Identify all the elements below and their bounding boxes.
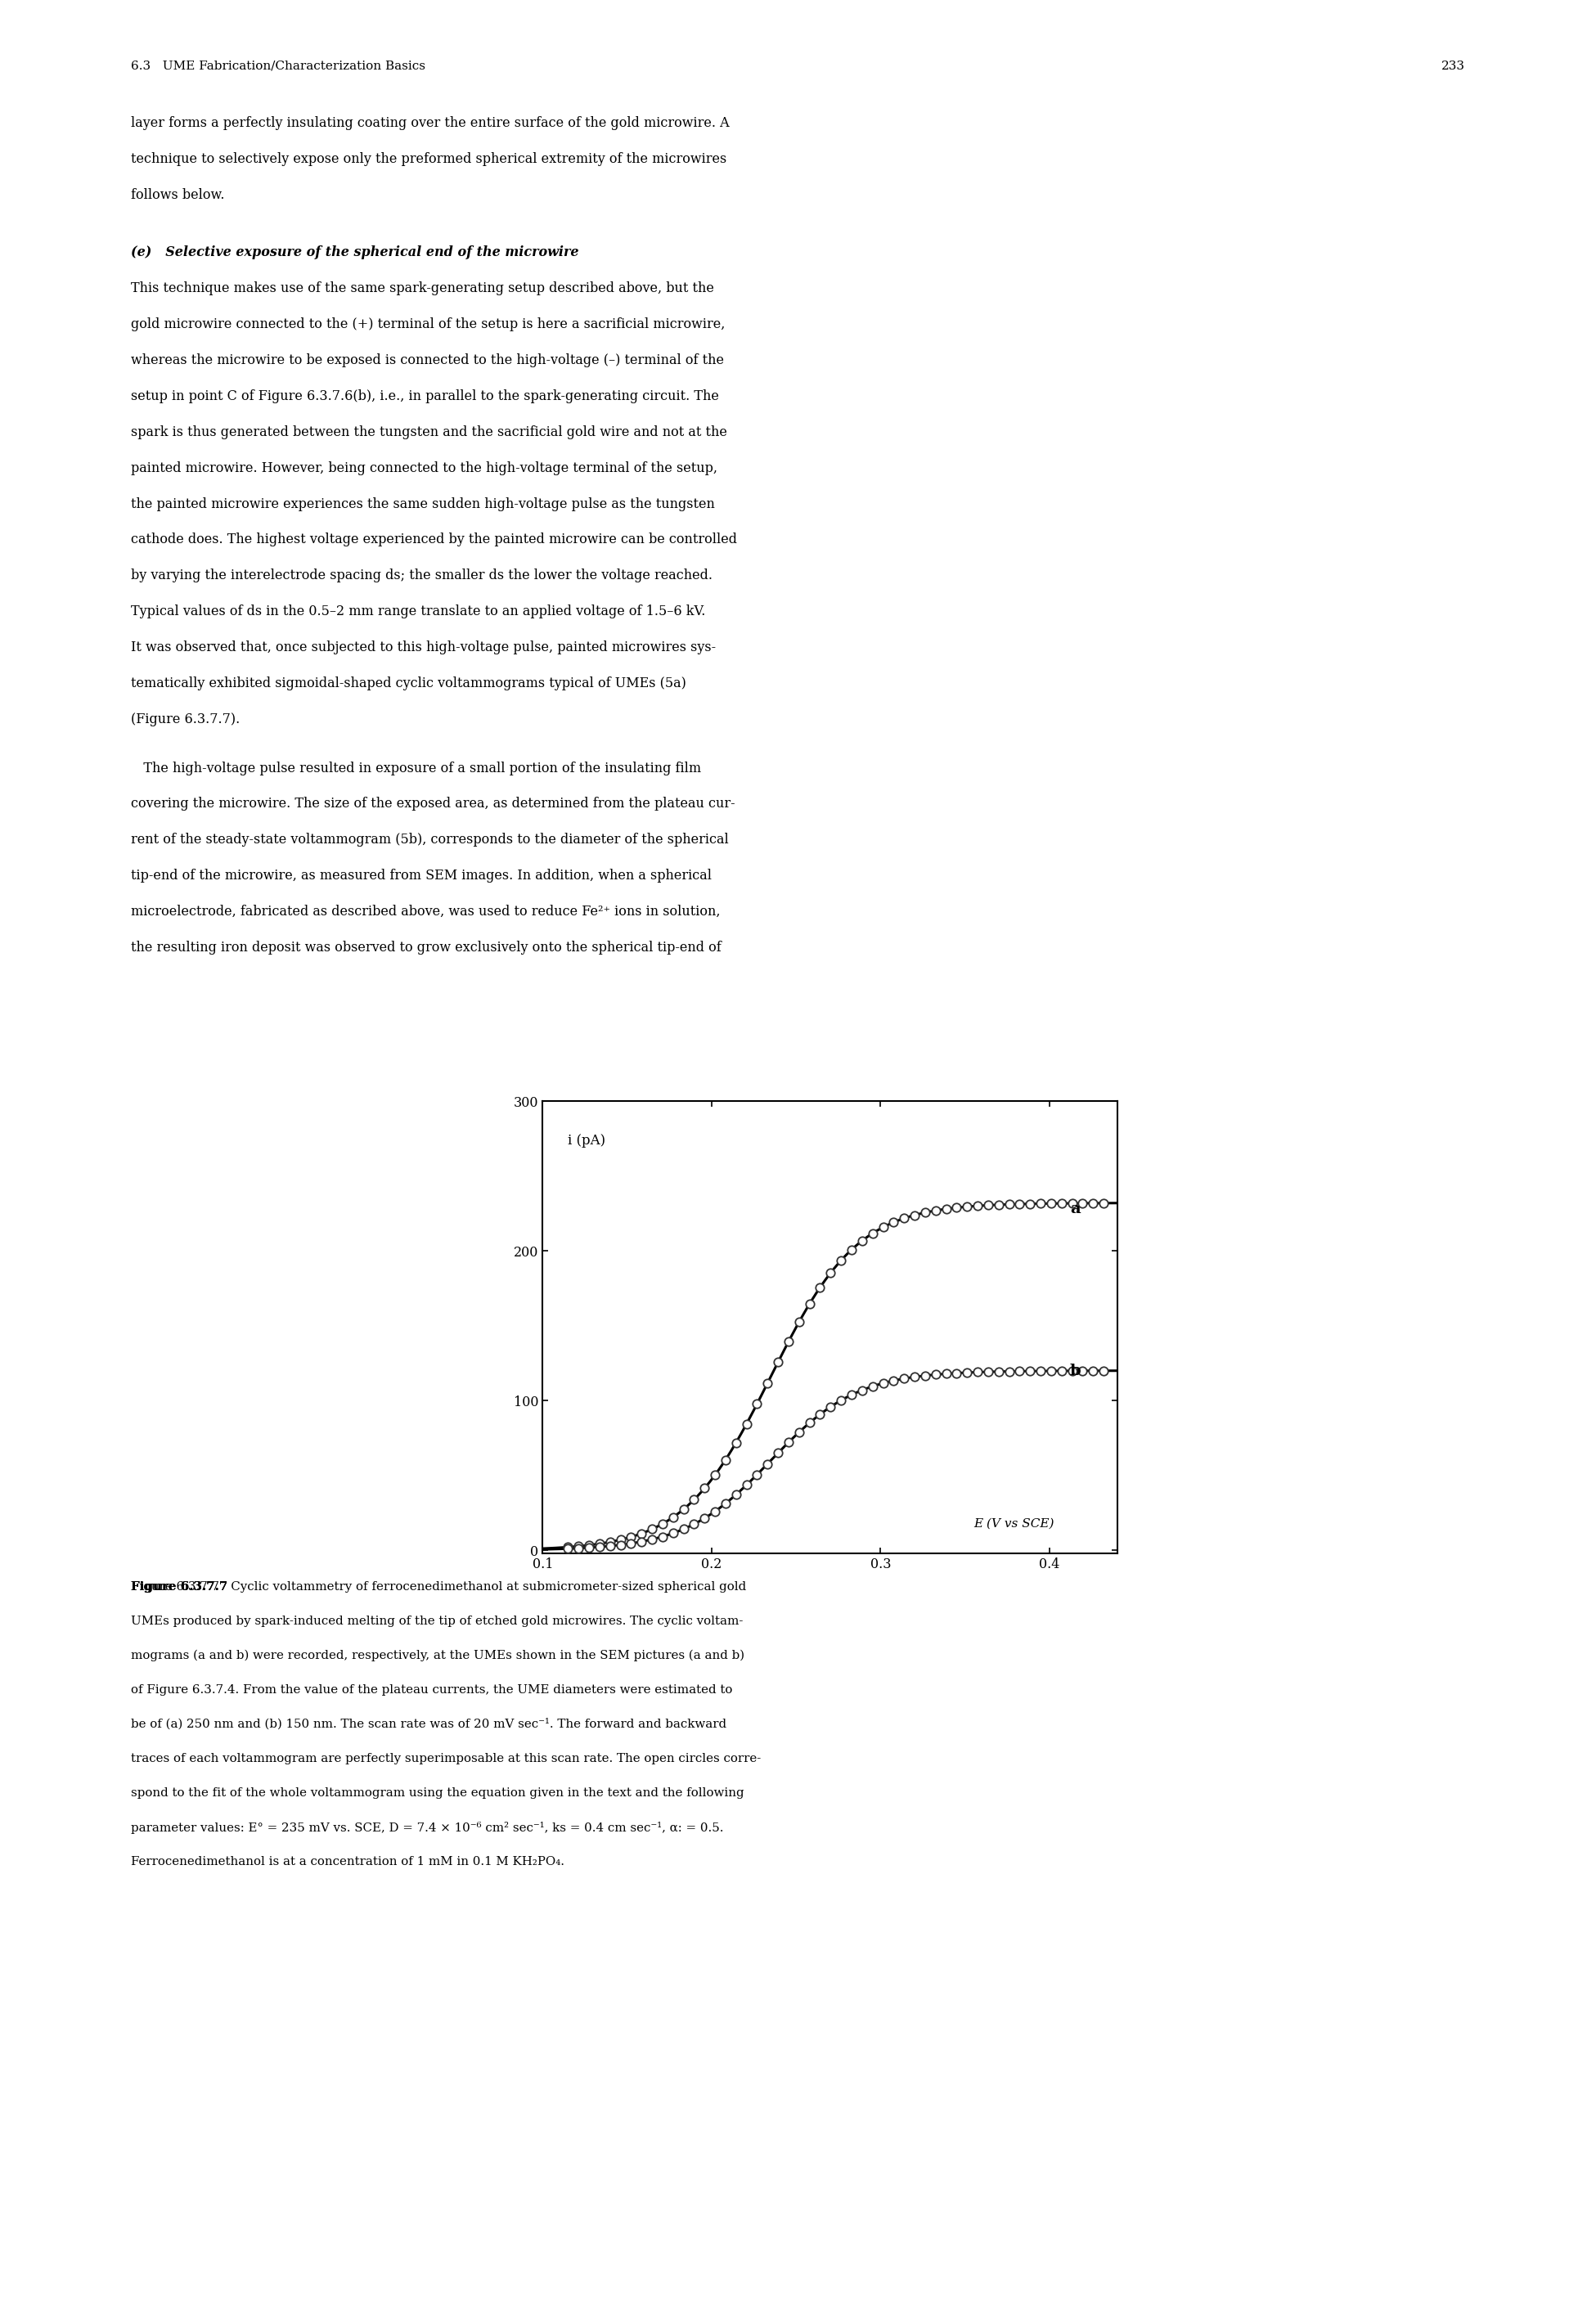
Text: follows below.: follows below. <box>131 188 225 202</box>
Text: spond to the fit of the whole voltammogram using the equation given in the text : spond to the fit of the whole voltammogr… <box>131 1788 744 1800</box>
Text: E (V vs SCE): E (V vs SCE) <box>974 1519 1053 1528</box>
Text: spark is thus generated between the tungsten and the sacrificial gold wire and n: spark is thus generated between the tung… <box>131 424 728 438</box>
Text: painted microwire. However, being connected to the high-voltage terminal of the : painted microwire. However, being connec… <box>131 461 718 475</box>
Text: mograms (a and b) were recorded, respectively, at the UMEs shown in the SEM pict: mograms (a and b) were recorded, respect… <box>131 1649 744 1663</box>
Text: b: b <box>1069 1364 1080 1377</box>
Text: be of (a) 250 nm and (b) 150 nm. The scan rate was of 20 mV sec⁻¹. The forward a: be of (a) 250 nm and (b) 150 nm. The sca… <box>131 1718 726 1730</box>
Text: rent of the steady-state voltammogram (5b), corresponds to the diameter of the s: rent of the steady-state voltammogram (5… <box>131 833 729 846</box>
Text: (e)   Selective exposure of the spherical end of the microwire: (e) Selective exposure of the spherical … <box>131 246 579 260</box>
Text: 233: 233 <box>1441 60 1465 72</box>
Text: whereas the microwire to be exposed is connected to the high-voltage (–) termina: whereas the microwire to be exposed is c… <box>131 352 725 366</box>
Text: This technique makes use of the same spark-generating setup described above, but: This technique makes use of the same spa… <box>131 281 713 295</box>
Text: Figure 6.3.7.7   Cyclic voltammetry of ferrocenedimethanol at submicrometer-size: Figure 6.3.7.7 Cyclic voltammetry of fer… <box>131 1582 747 1593</box>
Text: of Figure 6.3.7.4. From the value of the plateau currents, the UME diameters wer: of Figure 6.3.7.4. From the value of the… <box>131 1684 733 1695</box>
Text: covering the microwire. The size of the exposed area, as determined from the pla: covering the microwire. The size of the … <box>131 798 736 812</box>
Text: by varying the interelectrode spacing ds; the smaller ds the lower the voltage r: by varying the interelectrode spacing ds… <box>131 568 712 582</box>
Text: Ferrocenedimethanol is at a concentration of 1 mM in 0.1 M KH₂PO₄.: Ferrocenedimethanol is at a concentratio… <box>131 1855 565 1867</box>
Text: Typical values of ds in the 0.5–2 mm range translate to an applied voltage of 1.: Typical values of ds in the 0.5–2 mm ran… <box>131 605 705 619</box>
Text: Figure 6.3.7.7: Figure 6.3.7.7 <box>131 1582 228 1593</box>
Text: layer forms a perfectly insulating coating over the entire surface of the gold m: layer forms a perfectly insulating coati… <box>131 116 729 130</box>
Text: 6.3   UME Fabrication/Characterization Basics: 6.3 UME Fabrication/Characterization Bas… <box>131 60 426 72</box>
Text: microelectrode, fabricated as described above, was used to reduce Fe²⁺ ions in s: microelectrode, fabricated as described … <box>131 904 720 918</box>
Text: It was observed that, once subjected to this high-voltage pulse, painted microwi: It was observed that, once subjected to … <box>131 640 717 654</box>
Text: the painted microwire experiences the same sudden high-voltage pulse as the tung: the painted microwire experiences the sa… <box>131 496 715 510</box>
Text: i (pA): i (pA) <box>568 1134 606 1148</box>
Text: The high-voltage pulse resulted in exposure of a small portion of the insulating: The high-voltage pulse resulted in expos… <box>131 761 701 775</box>
Text: tematically exhibited sigmoidal-shaped cyclic voltammograms typical of UMEs (5a): tematically exhibited sigmoidal-shaped c… <box>131 677 686 691</box>
Text: cathode does. The highest voltage experienced by the painted microwire can be co: cathode does. The highest voltage experi… <box>131 533 737 547</box>
Text: Figure 6.3.7.7: Figure 6.3.7.7 <box>131 1582 228 1593</box>
Text: setup in point C of Figure 6.3.7.6(b), i.e., in parallel to the spark-generating: setup in point C of Figure 6.3.7.6(b), i… <box>131 390 718 404</box>
Text: the resulting iron deposit was observed to grow exclusively onto the spherical t: the resulting iron deposit was observed … <box>131 942 721 955</box>
Text: gold microwire connected to the (+) terminal of the setup is here a sacrificial : gold microwire connected to the (+) term… <box>131 318 725 332</box>
Text: (Figure 6.3.7.7).: (Figure 6.3.7.7). <box>131 712 239 726</box>
Text: parameter values: E° = 235 mV vs. SCE, D = 7.4 × 10⁻⁶ cm² sec⁻¹, ks = 0.4 cm sec: parameter values: E° = 235 mV vs. SCE, D… <box>131 1820 723 1834</box>
Text: technique to selectively expose only the preformed spherical extremity of the mi: technique to selectively expose only the… <box>131 153 726 165</box>
Text: tip-end of the microwire, as measured from SEM images. In addition, when a spher: tip-end of the microwire, as measured fr… <box>131 870 712 884</box>
Text: traces of each voltammogram are perfectly superimposable at this scan rate. The : traces of each voltammogram are perfectl… <box>131 1753 761 1765</box>
Text: a: a <box>1069 1201 1080 1215</box>
Text: UMEs produced by spark-induced melting of the tip of etched gold microwires. The: UMEs produced by spark-induced melting o… <box>131 1616 744 1628</box>
